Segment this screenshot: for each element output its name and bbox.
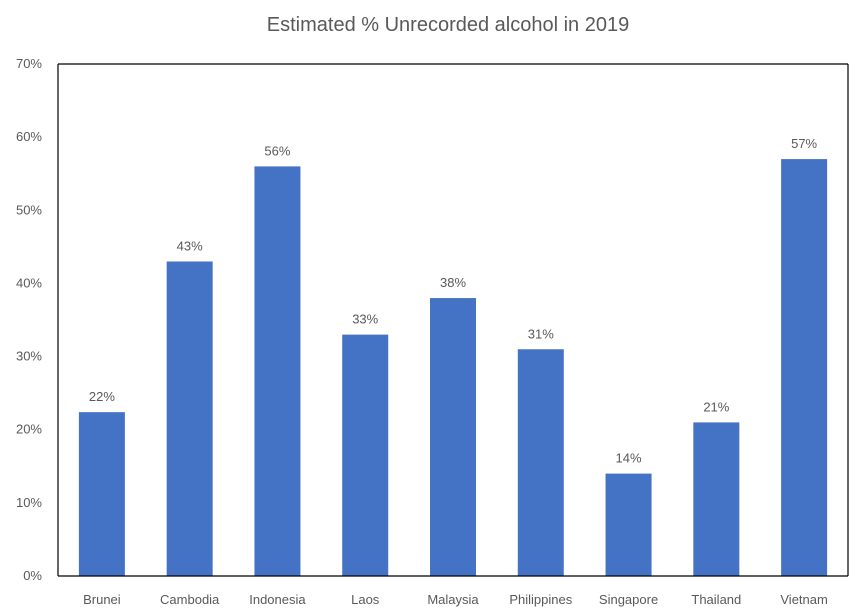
y-tick-label: 50% [16,202,42,217]
bar [166,261,213,576]
bar [78,412,125,576]
x-category-label: Singapore [599,592,658,607]
bar [693,422,740,576]
plot-frame [57,63,849,577]
bar [342,334,389,576]
bar-value-label: 38% [440,275,466,290]
bar-value-label: 56% [264,143,290,158]
bar [781,159,828,577]
bar-value-label: 22% [89,389,115,404]
bar-value-label: 33% [352,312,378,327]
bar [605,473,652,576]
bar-value-label: 43% [177,238,203,253]
y-tick-label: 30% [16,349,42,364]
bar-series [78,159,828,577]
y-tick-label: 40% [16,275,42,290]
bar-value-label: 21% [703,399,729,414]
y-tick-label: 10% [16,495,42,510]
x-category-label: Brunei [83,592,121,607]
x-category-label: Philippines [509,592,572,607]
bar [517,349,564,576]
y-axis-tick-labels: 0% 10% 20% 30% 40% 50% 60% 70% [16,56,42,583]
x-axis-category-labels: Brunei Cambodia Indonesia Laos Malaysia Phili… [83,592,828,607]
bar-value-label: 57% [791,136,817,151]
y-tick-label: 0% [23,568,42,583]
x-category-label: Vietnam [780,592,827,607]
chart-title: Estimated % Unrecorded alcohol in 2019 [267,14,629,36]
y-tick-label: 70% [16,56,42,71]
y-tick-label: 60% [16,129,42,144]
bar [254,166,301,576]
x-category-label: Indonesia [249,592,306,607]
data-labels: 22% 43% 56% 33% 38% 31% 14% 21% 57% [89,136,818,466]
x-category-label: Laos [351,592,380,607]
x-category-label: Cambodia [160,592,220,607]
x-category-label: Malaysia [427,592,479,607]
y-tick-label: 20% [16,422,42,437]
bar-value-label: 14% [616,451,642,466]
bar [430,298,476,576]
x-category-label: Thailand [691,592,741,607]
bar-value-label: 31% [528,326,554,341]
